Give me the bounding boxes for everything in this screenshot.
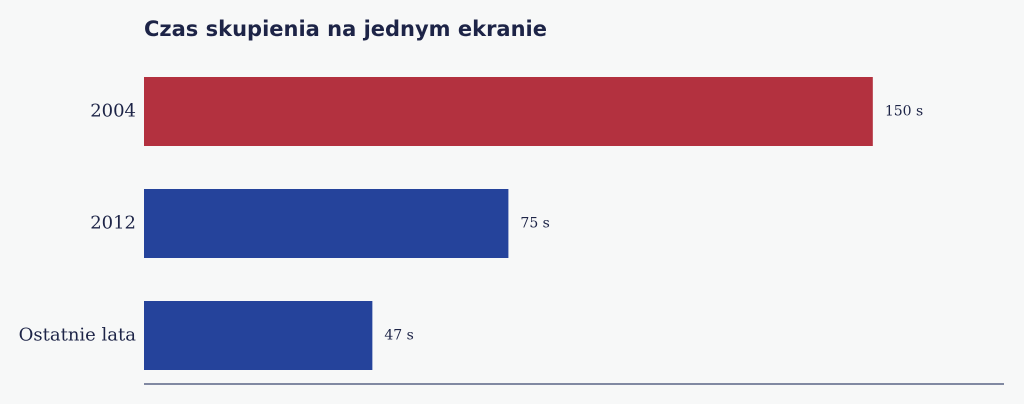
bar (144, 77, 873, 146)
chart-title: Czas skupienia na jednym ekranie (144, 17, 547, 41)
category-label: 2012 (90, 213, 136, 234)
category-label: Ostatnie lata (19, 325, 137, 346)
value-label: 47 s (384, 328, 413, 344)
category-label: 2004 (90, 101, 136, 122)
bar (144, 301, 373, 370)
value-label: 75 s (520, 216, 549, 232)
value-label: 150 s (885, 104, 923, 120)
bar (144, 189, 509, 258)
